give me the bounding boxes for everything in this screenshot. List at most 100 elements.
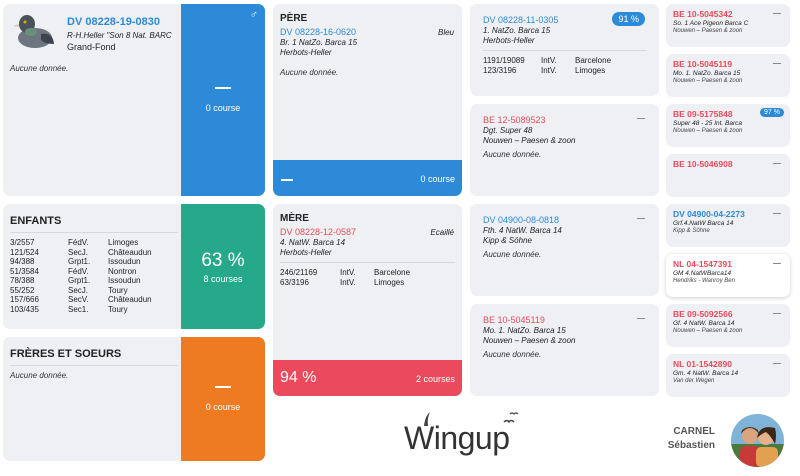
great-grandparent-line1: Gf. 4 NatW. Barca 14 bbox=[673, 320, 735, 327]
great-grandparent-line1: Gm. 4 NatW. Barca 14 bbox=[673, 370, 739, 377]
great-grandparent-line2: Nouwen – Paesen & zoon bbox=[673, 78, 743, 84]
rank-cell: 63/3196 bbox=[280, 277, 309, 287]
user-avatar[interactable] bbox=[731, 414, 784, 467]
result-row: 121/524 SecJ. Châteaudun bbox=[10, 248, 178, 258]
grandparent-card[interactable]: BE 12-5089523 Dgt. Super 48 Nouwen – Paese… bbox=[470, 104, 659, 196]
rank-cell: 94/388 bbox=[10, 257, 35, 266]
grandparent-line2: Herbots-Heller bbox=[483, 36, 535, 45]
place-cell: Limoges bbox=[108, 238, 139, 247]
result-row: 123/3196 IntV. Limoges bbox=[483, 66, 635, 76]
great-grandparent-ring: BE 10-5046908 bbox=[673, 159, 733, 169]
mere-stat-bar: 94 % 2 courses bbox=[273, 360, 462, 396]
result-row: 63/3196 IntV. Limoges bbox=[280, 278, 444, 288]
great-grandparent-percent: 97 % bbox=[760, 108, 784, 117]
result-row: 103/435 Sec1. Toury bbox=[10, 305, 178, 315]
divider bbox=[10, 365, 178, 366]
great-grandparent-card[interactable]: BE 09-5092566 Gf. 4 NatW. Barca 14 Nouwen … bbox=[666, 304, 790, 347]
grandparent-card[interactable]: DV 04900-08-0818 Fth. 4 NatW. Barca 14 Kip… bbox=[470, 204, 659, 296]
rank-cell: 55/252 bbox=[10, 285, 35, 295]
great-grandparent-line2: Nouwen – Paesen & zoon bbox=[673, 28, 743, 34]
great-grandparent-line1: So. 1 Ace Pigeon Barca C bbox=[673, 20, 749, 27]
place-cell: Châteaudun bbox=[108, 247, 152, 257]
collapse-icon[interactable] bbox=[773, 163, 781, 164]
pigeon-ring: DV 08228-19-0830 bbox=[67, 16, 160, 28]
result-row: 55/252 SecJ. Toury bbox=[10, 286, 178, 296]
collapse-icon[interactable] bbox=[773, 363, 781, 364]
mere-ring: DV 08228-12-0587 bbox=[280, 227, 357, 237]
place-cell: Nontron bbox=[108, 266, 137, 276]
great-grandparent-card[interactable]: BE 10-5046908 bbox=[666, 154, 790, 197]
great-grandparent-card[interactable]: BE 10-5045342 So. 1 Ace Pigeon Barca C Nou… bbox=[666, 4, 790, 47]
rank-cell: 157/666 bbox=[10, 295, 39, 304]
great-grandparent-ring: BE 10-5045342 bbox=[673, 9, 733, 19]
user-profile[interactable]: CARNEL Sébastien bbox=[640, 414, 800, 468]
great-grandparent-card[interactable]: NL 01-1542890 Gm. 4 NatW. Barca 14 Van der… bbox=[666, 354, 790, 397]
great-grandparent-card[interactable]: DV 04900-04-2273 Grf.4.NatW Barca 14 Kipp … bbox=[666, 204, 790, 247]
pere-line2: Herbots-Heller bbox=[280, 48, 332, 57]
great-grandparent-line2: Nouwen – Paesen & zoon bbox=[673, 128, 743, 134]
freres-title: FRÈRES ET SOEURS bbox=[10, 348, 122, 360]
pere-ring: DV 08228-16-0620 bbox=[280, 27, 357, 37]
grandparent-line1: 1. NatZo. Barca 15 bbox=[483, 26, 551, 35]
grandparent-ring: BE 12-5089523 bbox=[483, 115, 546, 125]
class-cell: Sec1. bbox=[68, 304, 89, 314]
great-grandparent-ring: BE 10-5045119 bbox=[673, 59, 733, 69]
class-cell: SecJ. bbox=[68, 247, 89, 257]
grandparent-card[interactable]: BE 10-5045119 Mo. 1. NatZo. Barca 15 Nouwe… bbox=[470, 304, 659, 396]
collapse-icon[interactable] bbox=[637, 118, 645, 119]
place-cell: Limoges bbox=[575, 65, 606, 75]
grandparent-ring: DV 04900-08-0818 bbox=[483, 215, 560, 225]
rank-cell: 1191/19089 bbox=[483, 56, 525, 65]
result-row: 3/2557 FédV. Limoges bbox=[10, 238, 178, 248]
mere-title: MÈRE bbox=[280, 213, 309, 224]
freres-stats: 0 course bbox=[181, 337, 265, 461]
place-cell: Châteaudun bbox=[108, 295, 152, 304]
great-grandparent-line1: Mo. 1. NatZo. Barca 15 bbox=[673, 70, 741, 77]
collapse-icon[interactable] bbox=[773, 213, 781, 214]
class-cell: IntV. bbox=[340, 268, 356, 277]
pere-card[interactable]: PÈRE DV 08228-16-0620 Bleu Br. 1 NatZo. … bbox=[273, 4, 462, 196]
grandparent-percent: 91 % bbox=[612, 12, 645, 26]
pere-color: Bleu bbox=[437, 28, 454, 37]
collapse-icon[interactable] bbox=[773, 13, 781, 14]
mere-line2: Herbots-Heller bbox=[280, 248, 332, 257]
collapse-icon[interactable] bbox=[637, 318, 645, 319]
rank-cell: 3/2557 bbox=[10, 238, 35, 247]
collapse-icon[interactable] bbox=[773, 63, 781, 64]
pigeon-category: Grand-Fond bbox=[67, 42, 116, 52]
no-data-text: Aucune donnée. bbox=[10, 64, 69, 73]
great-grandparent-card[interactable]: BE 09-5175848 97 % Super 48 - 25 Int. Barc… bbox=[666, 104, 790, 147]
great-grandparent-card[interactable]: NL 04-1547391 GM 4.NatWBarca14 Hendriks - … bbox=[666, 254, 790, 297]
mere-percent: 94 % bbox=[280, 369, 317, 386]
no-data-text: Aucune donnée. bbox=[10, 371, 69, 380]
grandparent-line2: Nouwen – Paesen & zoon bbox=[483, 136, 576, 145]
pigeon-main-stats: ♂ 0 course bbox=[181, 4, 265, 196]
place-cell: Toury bbox=[108, 304, 128, 314]
bird-icon bbox=[424, 412, 519, 426]
rank-cell: 103/435 bbox=[10, 304, 39, 314]
grandparent-card[interactable]: DV 08228-11-0305 91 % 1. NatZo. Barca 15 He… bbox=[470, 4, 659, 96]
dash-icon bbox=[215, 386, 231, 388]
mere-line1: 4. NatW. Barca 14 bbox=[280, 238, 346, 247]
rank-cell: 121/524 bbox=[10, 247, 39, 257]
great-grandparent-line1: Grf.4.NatW Barca 14 bbox=[673, 220, 734, 227]
grandparent-results-table: 1191/19089 IntV. Barcelone 123/3196 IntV. Lim… bbox=[483, 56, 635, 75]
collapse-icon[interactable] bbox=[637, 218, 645, 219]
pigeon-photo bbox=[11, 10, 55, 52]
divider bbox=[483, 50, 647, 51]
great-grandparent-ring: NL 01-1542890 bbox=[673, 359, 732, 369]
great-grandparent-line2: Van der Wegen bbox=[673, 378, 715, 384]
rank-cell: 246/21169 bbox=[280, 268, 318, 277]
collapse-icon[interactable] bbox=[773, 263, 781, 264]
great-grandparent-card[interactable]: BE 10-5045119 Mo. 1. NatZo. Barca 15 Nouwe… bbox=[666, 54, 790, 97]
place-cell: Issoudun bbox=[108, 257, 141, 266]
great-grandparent-line2: Hendriks - Wanroy Ben bbox=[673, 278, 735, 284]
great-grandparent-ring: DV 04900-04-2273 bbox=[673, 209, 745, 219]
place-cell: Barcelone bbox=[374, 268, 411, 277]
user-last-name: CARNEL bbox=[673, 426, 715, 437]
result-row: 94/388 Grpt1. Issoudun bbox=[10, 257, 178, 267]
mere-card[interactable]: MÈRE DV 08228-12-0587 Ecaillé 4. NatW. B… bbox=[273, 204, 462, 396]
collapse-icon[interactable] bbox=[773, 313, 781, 314]
pere-courses: 0 course bbox=[420, 174, 455, 184]
grandparent-line1: Fth. 4 NatW. Barca 14 bbox=[483, 226, 562, 235]
